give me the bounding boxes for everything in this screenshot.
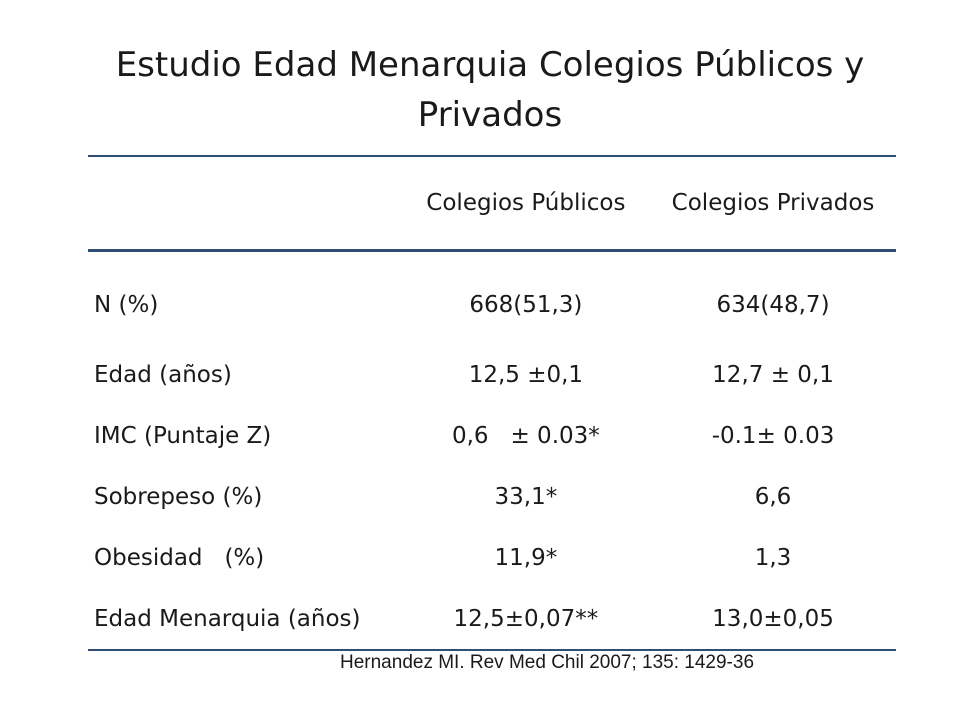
slide-title: Estudio Edad Menarquia Colegios Públicos… <box>115 45 865 135</box>
row-label: Sobrepeso (%) <box>94 483 263 510</box>
table-row: Obesidad (%) 11,9* 1,3 <box>88 527 896 588</box>
table-header: Colegios Públicos Colegios Privados <box>88 156 896 251</box>
table-row: Sobrepeso (%) 33,1* 6,6 <box>88 466 896 527</box>
citation: Hernandez MI. Rev Med Chil 2007; 135: 14… <box>340 652 755 673</box>
row-label: Obesidad (%) <box>94 544 265 571</box>
cell-privados: 12,7 ± 0,1 <box>712 361 834 388</box>
cell-publicos: 668(51,3) <box>469 292 583 318</box>
row-label: N (%) <box>94 292 159 318</box>
cell-privados: -0.1± 0.03 <box>711 422 835 449</box>
data-table-container: Colegios Públicos Colegios Privados N (%… <box>88 155 896 651</box>
table-row: Edad (años) 12,5 ±0,1 12,7 ± 0,1 <box>88 344 896 405</box>
cell-publicos: 0,6 ± 0.03* <box>451 422 600 449</box>
row-label: Edad (años) <box>94 361 232 388</box>
header-row: Colegios Públicos Colegios Privados <box>88 156 896 251</box>
cell-publicos: 11,9* <box>494 544 558 571</box>
cell-privados: 6,6 <box>754 483 792 510</box>
header-colegios-privados: Colegios Privados <box>671 190 875 216</box>
table-row: N (%) 668(51,3) 634(48,7) <box>88 251 896 345</box>
table-row: IMC (Puntaje Z) 0,6 ± 0.03* -0.1± 0.03 <box>88 405 896 466</box>
header-empty-cell <box>88 156 402 251</box>
cell-privados: 1,3 <box>754 544 792 571</box>
table-body: N (%) 668(51,3) 634(48,7) Edad (años) 12… <box>88 251 896 650</box>
data-table: Colegios Públicos Colegios Privados N (%… <box>88 155 896 651</box>
cell-privados: 634(48,7) <box>716 292 830 318</box>
cell-publicos: 12,5±0,07** <box>453 605 599 632</box>
row-label: IMC (Puntaje Z) <box>94 422 272 449</box>
cell-privados: 13,0±0,05 <box>712 605 834 632</box>
row-label: Edad Menarquia (años) <box>94 605 361 632</box>
cell-publicos: 33,1* <box>494 483 558 510</box>
header-colegios-publicos: Colegios Públicos <box>426 190 626 216</box>
cell-publicos: 12,5 ±0,1 <box>468 361 584 388</box>
table-row: Edad Menarquia (años) 12,5±0,07** 13,0±0… <box>88 588 896 650</box>
